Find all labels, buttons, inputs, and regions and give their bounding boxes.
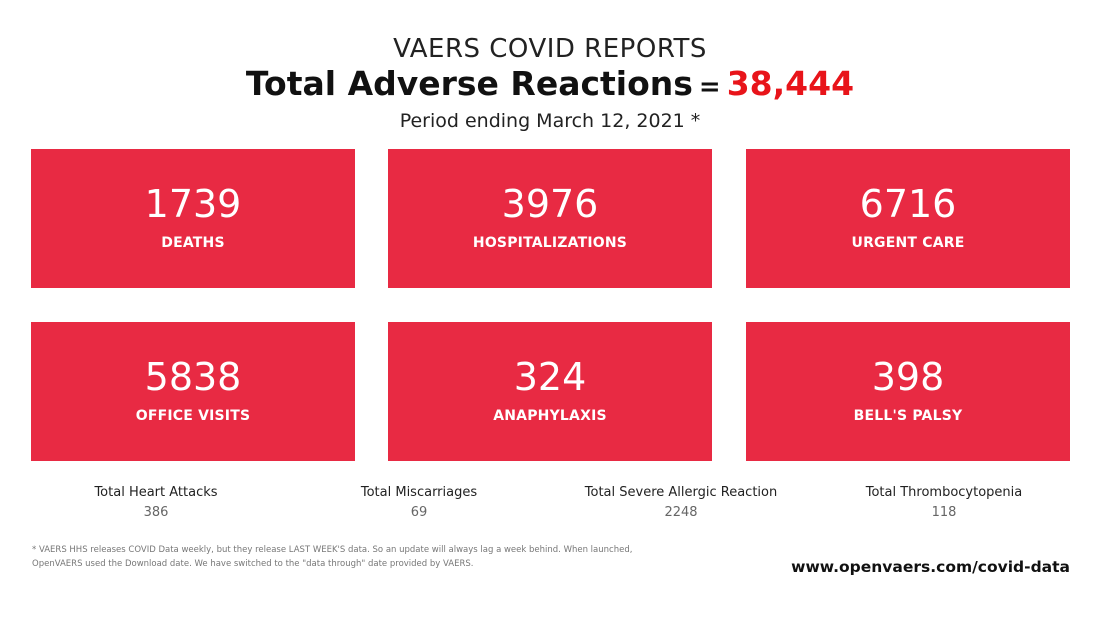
card-label: ANAPHYLAXIS xyxy=(493,408,607,424)
card-value: 324 xyxy=(513,355,587,399)
stat-value: 118 xyxy=(931,505,957,520)
period-subtitle: Period ending March 12, 2021 * xyxy=(399,110,701,132)
stat-label: Total Miscarriages xyxy=(360,485,478,500)
stat-severe-allergic-reaction: Total Severe Allergic Reaction 2248 xyxy=(561,484,801,522)
stat-card-anaphylaxis: 324 ANAPHYLAXIS xyxy=(388,322,712,461)
title-text: Total Adverse Reactions xyxy=(245,64,693,103)
footnote: * VAERS HHS releases COVID Data weekly, … xyxy=(32,545,633,569)
stat-label: Total Severe Allergic Reaction xyxy=(584,485,778,500)
card-label: BELL'S PALSY xyxy=(853,408,963,424)
card-label: URGENT CARE xyxy=(851,235,965,251)
card-value: 5838 xyxy=(144,355,242,399)
stat-card-office-visits: 5838 OFFICE VISITS xyxy=(31,322,355,461)
card-label: OFFICE VISITS xyxy=(135,408,251,424)
stat-thrombocytopenia: Total Thrombocytopenia 118 xyxy=(824,484,1064,522)
stat-label: Total Heart Attacks xyxy=(94,485,218,500)
card-value: 3976 xyxy=(501,182,599,226)
stat-value: 2248 xyxy=(664,505,698,520)
card-value: 398 xyxy=(871,355,945,399)
stat-value: 69 xyxy=(410,505,428,520)
total-reactions-value: 38,444 xyxy=(726,64,855,103)
stat-value: 386 xyxy=(143,505,169,520)
page-title: Total Adverse Reactions = 38,444 xyxy=(0,64,1100,107)
stat-card-urgent-care: 6716 URGENT CARE xyxy=(746,149,1070,288)
stat-card-deaths: 1739 DEATHS xyxy=(31,149,355,288)
card-label: HOSPITALIZATIONS xyxy=(472,235,628,251)
stat-label: Total Thrombocytopenia xyxy=(865,485,1023,500)
header: VAERS COVID REPORTS Total Adverse Reacti… xyxy=(0,34,1100,133)
card-value: 1739 xyxy=(144,182,242,226)
card-value: 6716 xyxy=(859,182,957,226)
stat-heart-attacks: Total Heart Attacks 386 xyxy=(36,484,276,522)
stat-card-hospitalizations: 3976 HOSPITALIZATIONS xyxy=(388,149,712,288)
stat-miscarriages: Total Miscarriages 69 xyxy=(299,484,539,522)
stat-card-bells-palsy: 398 BELL'S PALSY xyxy=(746,322,1070,461)
website-url: www.openvaers.com/covid-data xyxy=(791,558,1070,576)
page-kicker: VAERS COVID REPORTS xyxy=(393,34,707,64)
title-equals: = xyxy=(698,72,721,102)
card-label: DEATHS xyxy=(161,235,225,251)
